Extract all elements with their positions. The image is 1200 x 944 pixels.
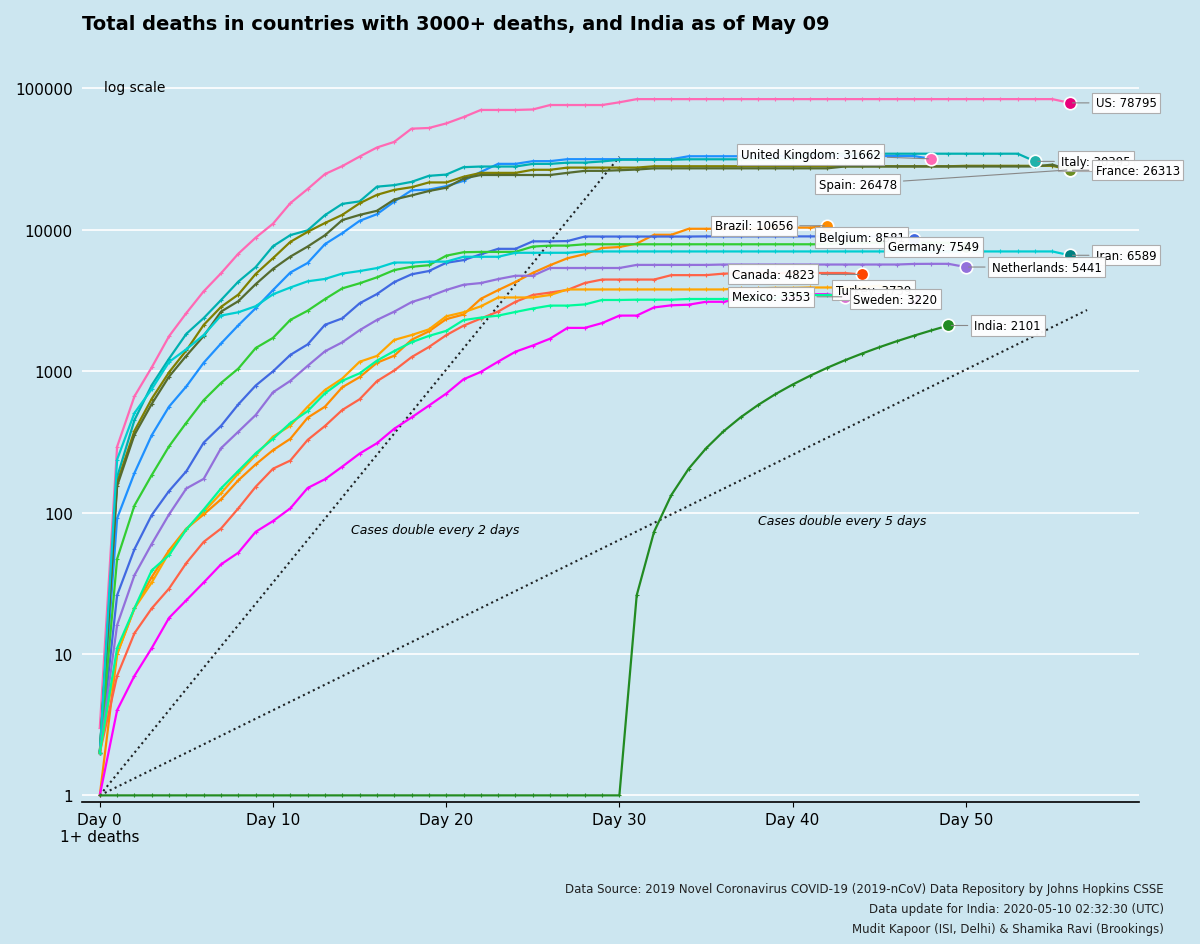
- Text: Cases double every 5 days: Cases double every 5 days: [758, 514, 926, 528]
- Text: Total deaths in countries with 3000+ deaths, and India as of May 09: Total deaths in countries with 3000+ dea…: [83, 15, 830, 34]
- Text: India: 2101: India: 2101: [952, 320, 1042, 332]
- Text: Belgium: 8581: Belgium: 8581: [818, 232, 914, 244]
- Text: Iran: 6589: Iran: 6589: [1073, 249, 1157, 262]
- Text: Cases double every 2 days: Cases double every 2 days: [350, 524, 520, 537]
- Text: United Kingdom: 31662: United Kingdom: 31662: [740, 149, 929, 161]
- Text: Spain: 26478: Spain: 26478: [818, 171, 1067, 192]
- Text: Turkey: 3739: Turkey: 3739: [836, 284, 911, 297]
- Text: France: 26313: France: 26313: [1073, 164, 1180, 177]
- Text: Germany: 7549: Germany: 7549: [888, 241, 979, 254]
- Text: Brazil: 10656: Brazil: 10656: [715, 220, 824, 233]
- Text: Italy: 30395: Italy: 30395: [1038, 156, 1130, 169]
- Text: log scale: log scale: [103, 80, 164, 94]
- Text: Netherlands: 5441: Netherlands: 5441: [968, 261, 1102, 275]
- Text: Mexico: 3353: Mexico: 3353: [732, 291, 841, 304]
- Text: US: 78795: US: 78795: [1073, 97, 1157, 110]
- Text: Canada: 4823: Canada: 4823: [732, 269, 859, 281]
- Text: Data Source: 2019 Novel Coronavirus COVID-19 (2019-nCoV) Data Repository by John: Data Source: 2019 Novel Coronavirus COVI…: [565, 882, 1164, 935]
- Text: Sweden: 3220: Sweden: 3220: [853, 294, 937, 307]
